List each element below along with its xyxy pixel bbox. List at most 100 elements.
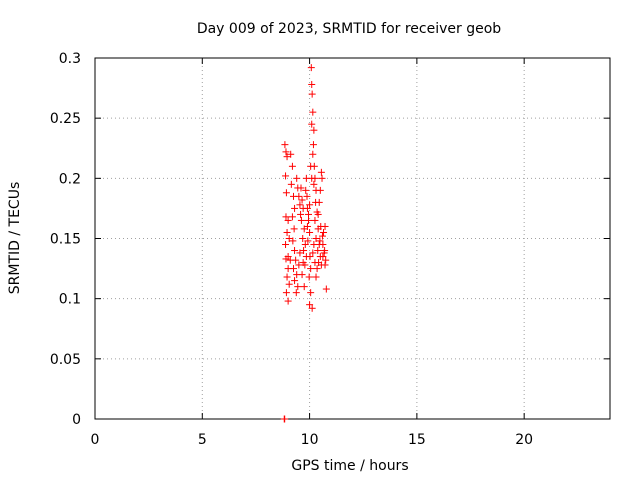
x-tick-label: 0: [91, 432, 100, 448]
data-point: [314, 247, 322, 255]
y-tick-label: 0.25: [50, 111, 81, 127]
x-tick-label: 10: [301, 432, 319, 448]
y-axis-label: SRMTID / TECUs: [7, 182, 23, 295]
data-point: [283, 228, 291, 236]
data-point: [289, 237, 297, 245]
data-point: [295, 192, 303, 200]
data-point: [318, 174, 326, 182]
data-point: [282, 241, 290, 249]
data-point: [284, 297, 292, 305]
y-tick-label: 0.2: [59, 171, 81, 187]
data-point: [320, 228, 328, 236]
data-point: [312, 235, 320, 242]
data-point: [301, 241, 309, 249]
data-point: [285, 235, 293, 242]
data-point: [310, 241, 318, 249]
data-point: [300, 283, 308, 291]
data-point: [314, 210, 322, 218]
data-point: [303, 192, 311, 200]
data-point: [316, 237, 324, 245]
data-point: [304, 237, 312, 245]
x-tick-label: 5: [198, 432, 207, 448]
data-point: [310, 126, 318, 134]
data-point: [288, 213, 296, 221]
data-point: [313, 265, 321, 273]
x-axis-ticks: 0 5 10 15 20: [91, 58, 533, 448]
data-point: [291, 247, 299, 255]
y-tick-label: 0.05: [50, 352, 81, 368]
data-point: [287, 180, 295, 188]
data-point: [315, 198, 323, 206]
data-point: [302, 186, 310, 194]
data-point: [296, 201, 304, 209]
data-point: [291, 204, 299, 212]
data-point: [306, 201, 314, 209]
data-point: [307, 289, 315, 297]
data-point: [283, 273, 291, 281]
y-axis-ticks: 0 0.05 0.1 0.15 0.2 0.25 0.3: [50, 51, 610, 428]
data-point: [303, 222, 311, 230]
data-point: [320, 249, 328, 257]
data-point: [318, 232, 326, 240]
data-point: [322, 285, 330, 293]
data-point: [294, 283, 302, 291]
data-point: [282, 148, 290, 156]
data-point: [305, 273, 313, 281]
data-point: [319, 241, 327, 249]
data-point: [308, 304, 316, 312]
data-point: [295, 261, 303, 269]
data-point: [287, 150, 295, 158]
data-point: [312, 273, 320, 281]
data-point: [321, 261, 329, 269]
data-point: [308, 174, 316, 182]
data-point: [311, 259, 319, 267]
x-tick-label: 20: [515, 432, 533, 448]
data-point: [308, 120, 316, 128]
data-point: [298, 196, 306, 204]
data-point: [290, 225, 298, 233]
data-point: [282, 213, 290, 221]
data-point: [299, 235, 307, 242]
data-point: [285, 280, 293, 288]
data-point: [310, 180, 318, 188]
y-tick-label: 0: [72, 412, 81, 428]
data-point: [321, 222, 329, 230]
data-point: [305, 216, 313, 224]
data-point: [307, 162, 315, 170]
plot-frame: [94, 57, 611, 420]
data-point: [299, 259, 307, 267]
data-point: [292, 256, 300, 264]
y-tick-label: 0.15: [50, 232, 81, 248]
data-point: [291, 277, 299, 285]
data-point: [282, 189, 290, 197]
data-point: [296, 249, 304, 257]
x-axis-label: GPS time / hours: [291, 458, 408, 474]
data-point: [319, 253, 327, 261]
data-point: [283, 153, 291, 161]
data-point: [309, 150, 317, 158]
data-point: [298, 271, 306, 279]
data-point: [309, 108, 317, 116]
x-tick-label: 15: [408, 432, 426, 448]
data-point: [309, 141, 317, 149]
data-point: [307, 265, 315, 273]
data-point: [293, 174, 301, 182]
data-point: [282, 172, 290, 180]
data-point: [322, 256, 330, 264]
y-tick-label: 0.3: [59, 51, 81, 67]
data-point: [308, 90, 316, 98]
data-point: [307, 64, 315, 72]
data-point: [305, 210, 313, 218]
data-point: [281, 141, 289, 149]
data-point: [311, 216, 319, 224]
data-point: [306, 301, 314, 309]
data-points: [280, 64, 330, 423]
data-point: [300, 247, 308, 255]
data-point: [303, 204, 311, 212]
data-point: [294, 184, 302, 192]
data-point: [308, 80, 316, 88]
data-point: [292, 289, 300, 297]
data-point: [297, 210, 305, 218]
data-point: [284, 216, 292, 224]
